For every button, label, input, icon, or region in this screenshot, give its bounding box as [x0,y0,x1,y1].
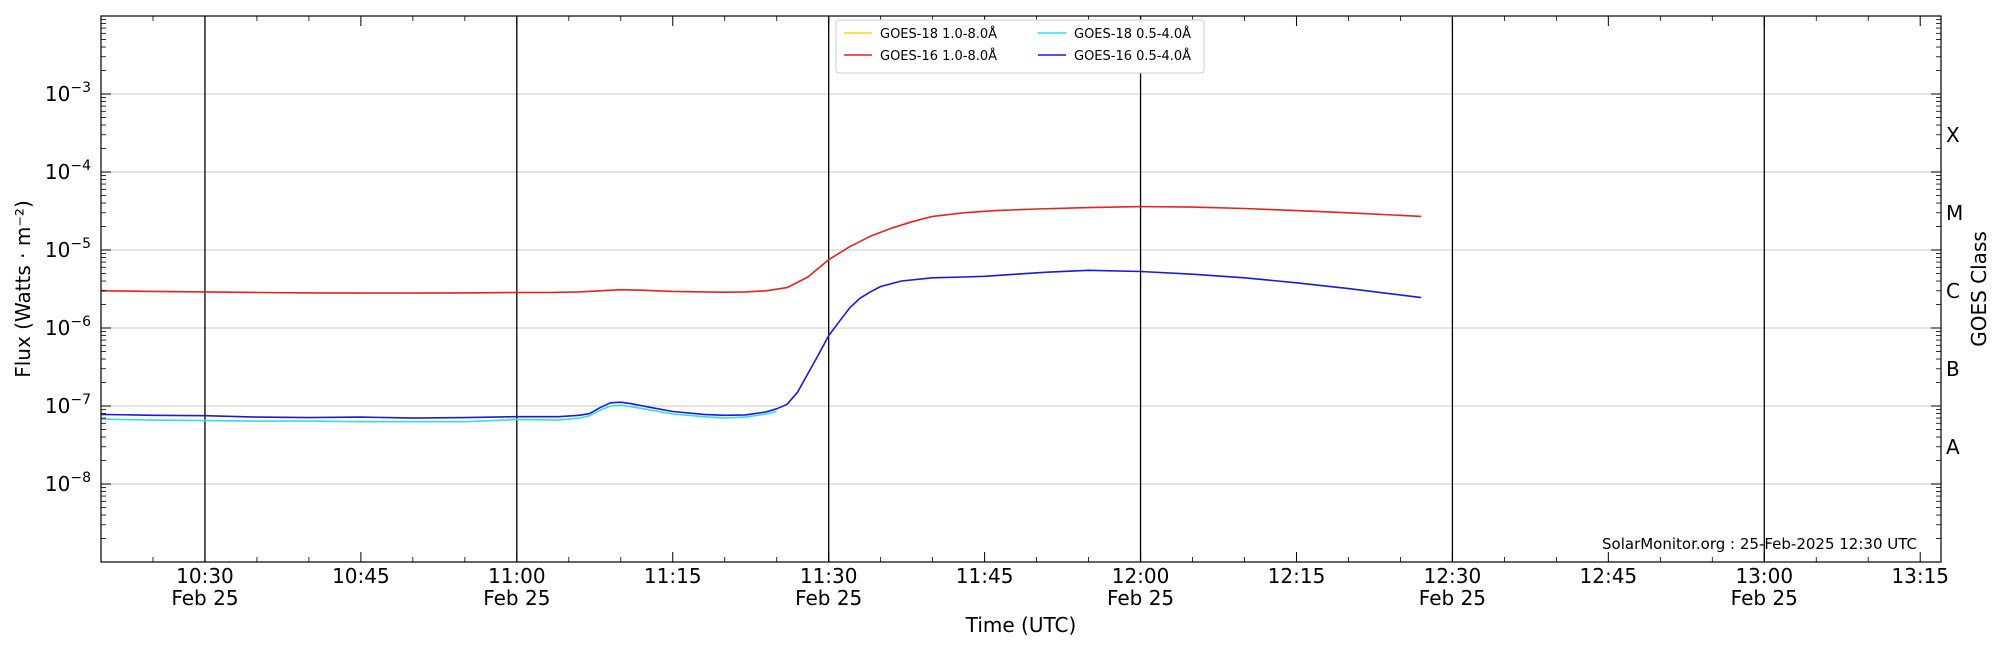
y-tick-exponent: −4 [70,158,91,174]
y-tick-label: 10−3 [45,80,91,106]
y-tick-label: 10−7 [45,392,91,418]
series-line-3 [100,269,1422,419]
legend: GOES-18 1.0-8.0Å GOES-16 1.0-8.0Å GOES-18 … [835,19,1205,74]
x-tick-label: 11:45 [956,564,1014,588]
x-tick-label: 12:15 [1268,564,1326,588]
legend-box [835,19,1205,74]
x-tick-date-label: Feb 25 [171,586,238,610]
x-tick-date-label: Feb 25 [1731,586,1798,610]
y-tick-label: 10−4 [45,158,91,184]
goes-class-B: B [1946,357,1960,381]
x-tick-label: 13:15 [1891,564,1949,588]
x-tick-label: 12:30 [1424,564,1482,588]
x-tick-label: 12:45 [1580,564,1638,588]
y-tick-base: 10 [45,472,70,496]
goes-class-M: M [1946,201,1963,225]
x-tick-label: 10:30 [176,564,234,588]
credit-annotation: SolarMonitor.org : 25-Feb-2025 12:30 UTC [1602,535,1917,553]
y2-axis-title: GOES Class [1967,231,1991,347]
y-tick-base: 10 [45,316,70,340]
legend-label-1: GOES-16 1.0-8.0Å [880,48,997,64]
x-tick-date-label: Feb 25 [1419,586,1486,610]
y-tick-labels: 10−810−710−610−510−410−3 [45,80,91,496]
y-axis-title: Flux (Watts · m⁻²) [11,200,35,378]
y-tick-exponent: −6 [70,314,91,330]
x-tick-label: 11:30 [800,564,858,588]
series-line-1 [100,205,1422,294]
series-layer [100,205,1422,423]
y-tick-exponent: −5 [70,236,91,252]
x-tick-label: 13:00 [1735,564,1793,588]
y-tick-exponent: −7 [70,392,91,408]
goes-class-labels: A B C M X [1946,123,1963,459]
x-tick-label: 11:00 [488,564,546,588]
ticks [100,16,1941,562]
series-line-2 [100,404,777,423]
plot-frame [100,15,1942,563]
y-tick-label: 10−5 [45,236,91,262]
x-tick-label: 11:15 [644,564,702,588]
legend-label-3: GOES-16 0.5-4.0Å [1074,48,1191,64]
x-tick-label: 12:00 [1112,564,1170,588]
legend-items: GOES-18 1.0-8.0Å GOES-16 1.0-8.0Å GOES-18 … [844,26,1191,64]
y-tick-base: 10 [45,160,70,184]
goes-class-X: X [1946,123,1960,147]
y-tick-label: 10−6 [45,314,91,340]
grid-layer [101,93,1941,485]
y-tick-base: 10 [45,394,70,418]
x-tick-label: 10:45 [332,564,390,588]
x-tick-date-label: Feb 25 [1107,586,1174,610]
y-tick-base: 10 [45,238,70,262]
legend-label-2: GOES-18 0.5-4.0Å [1074,26,1191,42]
x-tick-date-label: Feb 25 [795,586,862,610]
vertical-lines [204,16,1765,562]
goes-class-A: A [1946,435,1960,459]
y-tick-base: 10 [45,82,70,106]
x-axis-title: Time (UTC) [965,613,1077,637]
goes-class-C: C [1946,279,1960,303]
legend-label-0: GOES-18 1.0-8.0Å [880,26,997,42]
y-tick-label: 10−8 [45,470,91,496]
x-tick-date-label: Feb 25 [483,586,550,610]
y-tick-exponent: −3 [70,80,91,96]
y-tick-exponent: −8 [70,470,91,486]
